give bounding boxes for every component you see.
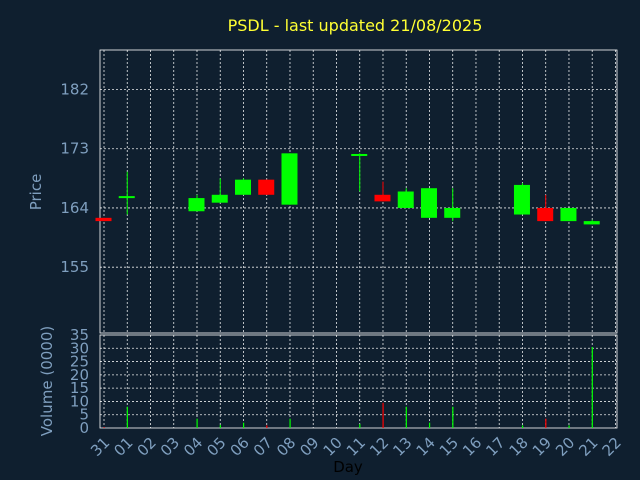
volume-tick-label: 15 [70, 379, 89, 397]
price-tick-label: 155 [60, 258, 89, 276]
price-tick-labels: 155 164 173 182 [60, 80, 89, 276]
volume-bars [103, 346, 593, 428]
candle-body [188, 198, 205, 212]
volume-bar [196, 418, 198, 428]
x-tick-labels: 3101020304050607080910111213141516171819… [87, 434, 625, 460]
volume-bar [126, 406, 128, 428]
volume-plot-frame [99, 334, 618, 429]
volume-tick-label: 0 [79, 419, 89, 437]
candle-body [351, 153, 368, 156]
candle-body [118, 196, 135, 199]
volume-bar [242, 422, 245, 428]
candle-body [583, 221, 600, 225]
candle-body [537, 207, 554, 222]
price-tick-label: 173 [60, 140, 89, 158]
candle-body [281, 153, 298, 205]
price-axis-label: Price [27, 174, 45, 211]
volume-axis-label: Volume (0000) [38, 326, 56, 436]
volume-bar [545, 418, 547, 428]
price-grid [100, 50, 617, 333]
volume-tick-label: 20 [70, 366, 89, 384]
volume-bar [405, 406, 407, 428]
volume-tick-label: 10 [70, 392, 89, 410]
candle-body [211, 194, 228, 203]
volume-bar [452, 406, 454, 428]
volume-bar [103, 427, 105, 428]
candle-body [560, 207, 577, 222]
volume-tick-label: 30 [70, 339, 89, 357]
candle-body [420, 188, 437, 218]
volume-bar [266, 425, 268, 428]
x-tick-label: 22 [599, 434, 625, 460]
candles [95, 153, 600, 225]
volume-bar [382, 402, 384, 428]
candle-body [95, 217, 112, 222]
volume-bar [591, 346, 593, 428]
price-tick-label: 182 [60, 80, 89, 98]
volume-tick-label: 5 [79, 406, 89, 424]
price-tick-label: 164 [60, 199, 89, 217]
volume-bar [219, 424, 221, 428]
candle-body [444, 207, 461, 218]
x-axis-label: Day [333, 458, 363, 476]
chart-title: PSDL - last updated 21/08/2025 [228, 16, 483, 35]
volume-bar [428, 422, 431, 428]
volume-tick-label: 25 [70, 353, 89, 371]
candle-body [258, 179, 275, 195]
volume-bar [521, 425, 524, 428]
volume-bar [568, 425, 570, 428]
candle-body [234, 179, 251, 195]
price-plot-frame [99, 49, 618, 334]
candle-body [513, 184, 530, 215]
volume-bar [289, 418, 291, 428]
candle-body [374, 194, 391, 202]
candle-body [397, 191, 414, 208]
volume-tick-label: 35 [70, 326, 89, 344]
volume-grid [100, 335, 617, 428]
volume-bar [359, 424, 361, 428]
